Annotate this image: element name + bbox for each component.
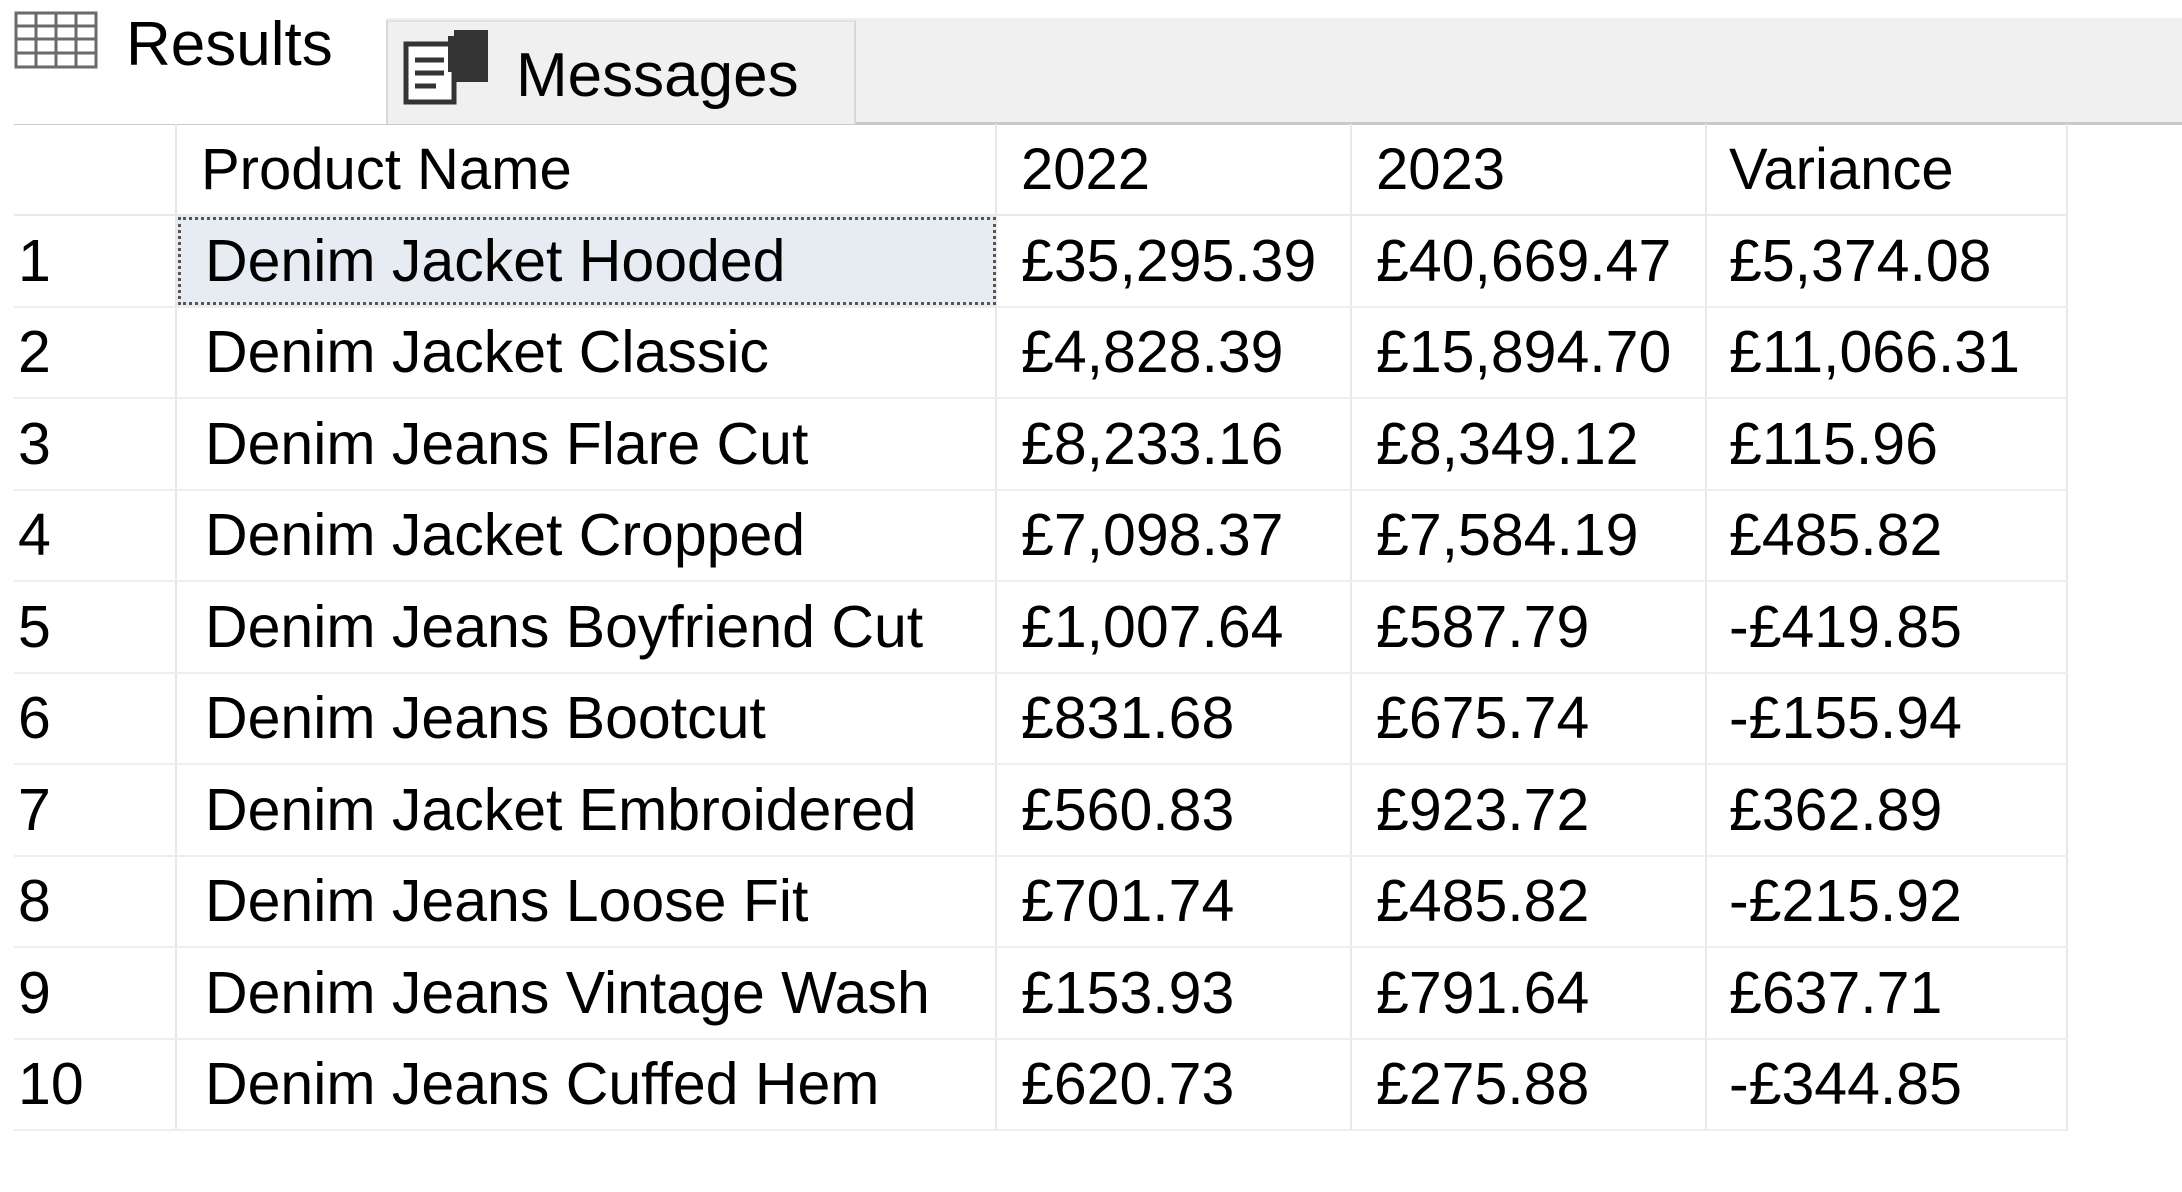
value-2022-cell[interactable]: £1,007.64 [997, 582, 1352, 672]
tab-messages-label: Messages [516, 40, 799, 110]
table-row: 5 Denim Jeans Boyfriend Cut £1,007.64 £5… [14, 582, 2068, 674]
variance-cell[interactable]: £637.71 [1707, 948, 2068, 1038]
row-number[interactable]: 1 [14, 216, 177, 306]
tab-results-label: Results [126, 9, 333, 79]
value-2023-cell[interactable]: £8,349.12 [1352, 399, 1707, 489]
product-name-cell[interactable]: Denim Jeans Bootcut [177, 673, 997, 763]
value-2022-cell[interactable]: £4,828.39 [997, 307, 1352, 397]
variance-cell[interactable]: £115.96 [1707, 399, 2068, 489]
header-2022[interactable]: 2022 [997, 124, 1352, 214]
table-row: 2 Denim Jacket Classic £4,828.39 £15,894… [14, 307, 2068, 399]
table-row: 10 Denim Jeans Cuffed Hem £620.73 £275.8… [14, 1039, 2068, 1131]
product-name-cell[interactable]: Denim Jacket Classic [177, 307, 997, 397]
table-row: 6 Denim Jeans Bootcut £831.68 £675.74 -£… [14, 673, 2068, 765]
tab-bar-divider [14, 122, 2182, 125]
product-name-cell[interactable]: Denim Jeans Vintage Wash [177, 948, 997, 1038]
grid-header-row: Product Name 2022 2023 Variance [14, 124, 2068, 216]
variance-cell[interactable]: -£419.85 [1707, 582, 2068, 672]
header-2023[interactable]: 2023 [1352, 124, 1707, 214]
results-grid: Product Name 2022 2023 Variance 1 Denim … [14, 124, 2068, 1131]
row-number[interactable]: 8 [14, 856, 177, 946]
table-row: 4 Denim Jacket Cropped £7,098.37 £7,584.… [14, 490, 2068, 582]
product-name-cell[interactable]: Denim Jeans Boyfriend Cut [177, 582, 997, 672]
value-2023-cell[interactable]: £587.79 [1352, 582, 1707, 672]
row-number[interactable]: 9 [14, 948, 177, 1038]
value-2022-cell[interactable]: £560.83 [997, 765, 1352, 855]
value-2023-cell[interactable]: £485.82 [1352, 856, 1707, 946]
row-number[interactable]: 7 [14, 765, 177, 855]
value-2022-cell[interactable]: £701.74 [997, 856, 1352, 946]
variance-cell[interactable]: -£215.92 [1707, 856, 2068, 946]
table-row: 1 Denim Jacket Hooded £35,295.39 £40,669… [14, 216, 2068, 308]
product-name-cell[interactable]: Denim Jacket Embroidered [177, 765, 997, 855]
value-2023-cell[interactable]: £15,894.70 [1352, 307, 1707, 397]
value-2022-cell[interactable]: £620.73 [997, 1039, 1352, 1129]
variance-cell[interactable]: -£155.94 [1707, 673, 2068, 763]
product-name-cell[interactable]: Denim Jeans Cuffed Hem [177, 1039, 997, 1129]
value-2022-cell[interactable]: £7,098.37 [997, 490, 1352, 580]
tab-messages[interactable]: Messages [386, 20, 856, 124]
row-number[interactable]: 5 [14, 582, 177, 672]
variance-cell[interactable]: £5,374.08 [1707, 216, 2068, 306]
row-number[interactable]: 3 [14, 399, 177, 489]
value-2022-cell[interactable]: £831.68 [997, 673, 1352, 763]
value-2023-cell[interactable]: £791.64 [1352, 948, 1707, 1038]
row-number[interactable]: 2 [14, 307, 177, 397]
product-name-cell[interactable]: Denim Jacket Cropped [177, 490, 997, 580]
product-name-cell[interactable]: Denim Jeans Loose Fit [177, 856, 997, 946]
value-2022-cell[interactable]: £8,233.16 [997, 399, 1352, 489]
variance-cell[interactable]: £11,066.31 [1707, 307, 2068, 397]
value-2023-cell[interactable]: £923.72 [1352, 765, 1707, 855]
row-number[interactable]: 6 [14, 673, 177, 763]
row-number[interactable]: 4 [14, 490, 177, 580]
grid-icon [14, 11, 98, 84]
value-2022-cell[interactable]: £35,295.39 [997, 216, 1352, 306]
tab-results[interactable]: Results [14, 0, 386, 124]
table-row: 8 Denim Jeans Loose Fit £701.74 £485.82 … [14, 856, 2068, 948]
value-2023-cell[interactable]: £7,584.19 [1352, 490, 1707, 580]
value-2023-cell[interactable]: £275.88 [1352, 1039, 1707, 1129]
variance-cell[interactable]: £485.82 [1707, 490, 2068, 580]
value-2022-cell[interactable]: £153.93 [997, 948, 1352, 1038]
value-2023-cell[interactable]: £675.74 [1352, 673, 1707, 763]
variance-cell[interactable]: £362.89 [1707, 765, 2068, 855]
header-variance[interactable]: Variance [1707, 124, 2068, 214]
table-row: 3 Denim Jeans Flare Cut £8,233.16 £8,349… [14, 399, 2068, 491]
table-row: 9 Denim Jeans Vintage Wash £153.93 £791.… [14, 948, 2068, 1040]
row-number[interactable]: 10 [14, 1039, 177, 1129]
messages-icon [402, 26, 494, 121]
variance-cell[interactable]: -£344.85 [1707, 1039, 2068, 1129]
header-product-name[interactable]: Product Name [177, 124, 997, 214]
table-row: 7 Denim Jacket Embroidered £560.83 £923.… [14, 765, 2068, 857]
value-2023-cell[interactable]: £40,669.47 [1352, 216, 1707, 306]
product-name-cell[interactable]: Denim Jacket Hooded [177, 216, 997, 306]
header-row-number[interactable] [14, 124, 177, 214]
product-name-cell[interactable]: Denim Jeans Flare Cut [177, 399, 997, 489]
